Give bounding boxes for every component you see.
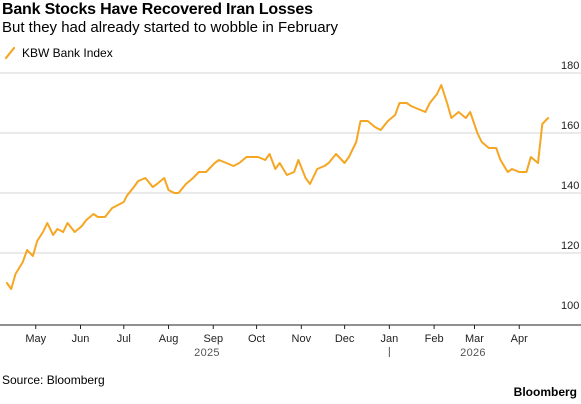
source-note: Source: Bloomberg (2, 373, 105, 387)
x-tick-label: Jan (380, 333, 398, 345)
y-tick-label: 100 (561, 300, 579, 312)
chart-subtitle: But they had already started to wobble i… (2, 19, 339, 36)
y-axis-ticks: 100 120 140 160 180 (561, 60, 579, 312)
line-chart: 100 120 140 160 180 May Jun Jul Aug Sep Oct Nov Dec… (0, 60, 581, 359)
year-label: 2025 (194, 347, 220, 359)
gridlines (0, 72, 581, 326)
series-layer (5, 84, 550, 290)
x-tick-label: Nov (292, 333, 312, 345)
x-tick-label: Feb (425, 333, 444, 345)
chart-title: Bank Stocks Have Recovered Iran Losses (2, 1, 313, 18)
x-tick-label: Aug (159, 333, 179, 345)
y-tick-label: 120 (561, 240, 579, 252)
x-tick-label: May (25, 333, 46, 345)
y-tick-label: 180 (561, 60, 579, 72)
legend-label: KBW Bank Index (22, 46, 113, 60)
x-tick-label: Jun (72, 333, 90, 345)
x-tick-label: Sep (203, 333, 223, 345)
legend: KBW Bank Index (4, 46, 113, 60)
legend-swatch-icon (4, 46, 16, 60)
x-tick-label: Dec (335, 333, 355, 345)
x-tick-label: Oct (248, 333, 265, 345)
y-tick-label: 160 (561, 120, 579, 132)
x-tick-label: Jul (117, 333, 131, 345)
year-label: 2026 (460, 347, 486, 359)
bloomberg-logo: Bloomberg (513, 385, 577, 399)
x-tick-label: Mar (465, 333, 484, 345)
x-tick-label: Apr (511, 333, 528, 345)
series-line-kbw-bank-index (5, 84, 550, 290)
x-axis-ticks: May Jun Jul Aug Sep Oct Nov Dec Jan Feb Mar Apr 2025… (25, 325, 528, 359)
y-tick-label: 140 (561, 180, 579, 192)
